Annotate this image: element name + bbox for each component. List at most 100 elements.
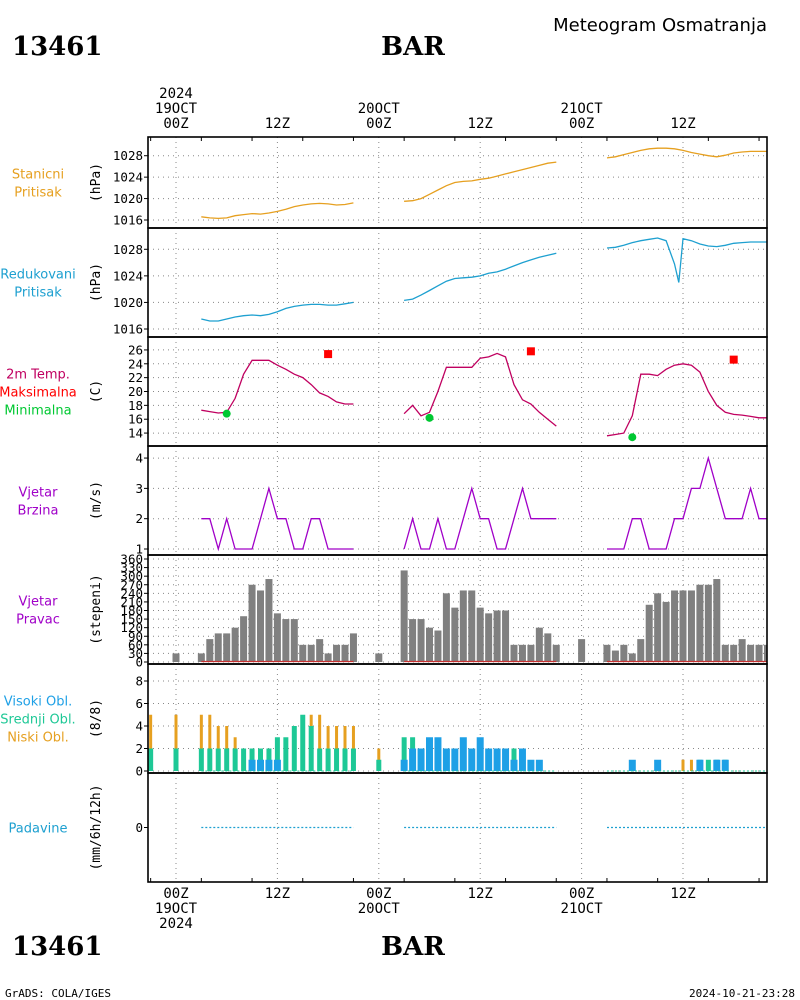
- panel-frame: [147, 336, 768, 447]
- bottom-axis-label-4-1: 21OCT: [561, 901, 604, 917]
- y-tick-label: 120: [120, 620, 143, 635]
- top-axis-label-5-0: 12Z: [670, 116, 695, 132]
- panel-label-line: Padavine: [9, 822, 68, 837]
- panel-frame: [147, 772, 768, 883]
- cloud-bar-srednji-obl-: [325, 748, 331, 771]
- wind-direction-bar: [755, 644, 763, 662]
- station-name-top: BAR: [381, 32, 445, 62]
- wind-direction-bar: [341, 644, 349, 662]
- y-tick-label: 16: [128, 412, 143, 427]
- cloud-bar-visoki-obl-: [273, 759, 281, 771]
- wind-direction-bar: [611, 650, 619, 662]
- temperature-line-segment: [201, 359, 354, 414]
- cloud-bar-srednji-obl-: [173, 748, 179, 771]
- wind-direction-bar: [349, 633, 357, 662]
- y-tick-label: 30: [128, 646, 143, 661]
- panel-label-line: Visoki Obl.: [4, 695, 72, 710]
- wind-direction-bar: [273, 613, 281, 662]
- cloud-bar-visoki-obl-: [257, 759, 264, 771]
- cloud-bar-srednji-obl-: [198, 748, 204, 771]
- y-tick-label: 1016: [113, 322, 143, 337]
- cloud-bar-srednji-obl-: [401, 737, 407, 771]
- cloud-bar-niski-obl-: [199, 714, 203, 771]
- wind-direction-bar: [240, 616, 248, 662]
- cloud-bar-niski-obl-: [149, 714, 153, 771]
- bottom-axis-label-5-0: 12Z: [670, 886, 695, 902]
- cloud-bar-visoki-obl-: [527, 759, 535, 771]
- bottom-axis-label-0-0: 00Z: [163, 886, 188, 902]
- wind-direction-bar: [375, 653, 383, 662]
- bottom-axis-label-2-0: 00Z: [366, 886, 391, 902]
- cloud-bar-visoki-obl-: [485, 748, 493, 771]
- wind-direction-bar: [671, 590, 679, 662]
- panel-label-line: Vjetar: [19, 595, 59, 610]
- y-tick-label: 240: [120, 586, 143, 601]
- cloud-bar-visoki-obl-: [476, 737, 484, 771]
- panel-cloud-cover: 0 2 4 6 8 (8/8) Visoki Obl. Srednji Obl. Niski O…: [0, 663, 768, 779]
- wind-direction-bar: [493, 610, 501, 662]
- bottom-axis-label-0-1: 19OCT: [155, 901, 198, 917]
- top-axis-label-0-0: 2024: [159, 86, 193, 102]
- chart-title: Meteogram Osmatranja: [553, 15, 767, 36]
- panel-label-line: Srednji Obl.: [0, 713, 75, 728]
- top-axis-label-3-0: 12Z: [468, 116, 493, 132]
- cloud-bar-visoki-obl-: [518, 748, 526, 771]
- cloud-bar-visoki-obl-: [409, 748, 417, 771]
- wind-direction-bar: [662, 601, 670, 662]
- station-id-top: 13461: [12, 32, 102, 62]
- panel-data: [201, 237, 767, 322]
- wind-direction-bar: [510, 644, 518, 662]
- y-tick-label: 2: [135, 511, 143, 526]
- reduced-pressure-line-segment: [201, 301, 354, 322]
- cloud-bar-visoki-obl-: [696, 759, 704, 771]
- cloud-bar-visoki-obl-: [459, 737, 467, 771]
- station-pressure-line-segment: [201, 202, 354, 220]
- wind-direction-bar: [442, 593, 450, 662]
- cloud-bar-srednji-obl-: [232, 748, 238, 771]
- y-tick-label: 150: [120, 612, 143, 627]
- panel-label-line: 2m Temp.: [6, 368, 70, 383]
- wind-direction-bar: [721, 644, 729, 662]
- wind-direction-bar: [316, 639, 324, 662]
- panel-data: [201, 347, 767, 442]
- panel-label-line: Niski Obl.: [7, 731, 69, 746]
- top-axis-label-4-0: 21OCT: [561, 101, 604, 117]
- tmax-marker: [729, 355, 738, 364]
- wind-direction-bar: [409, 619, 417, 662]
- axis-unit-label: (stepeni): [89, 574, 104, 644]
- y-tick-label: 1028: [113, 242, 143, 257]
- wind-direction-bar: [764, 644, 767, 662]
- meteogram-panels: 1016102010241028(hPa)StanicniPritisak101…: [0, 136, 768, 883]
- cloud-bar-srednji-obl-: [376, 759, 382, 771]
- cloud-bar-visoki-obl-: [510, 759, 518, 771]
- cloud-bar-srednji-obl-: [207, 748, 213, 771]
- station-pressure-line-segment: [404, 161, 557, 202]
- temperature-line-segment: [606, 363, 767, 437]
- wind-direction-bar: [578, 639, 586, 662]
- y-tick-label: 2: [135, 741, 143, 756]
- y-tick-label: 60: [128, 637, 143, 652]
- bottom-axis-label-3-0: 12Z: [468, 886, 493, 902]
- bottom-axis-label-0-2: 2024: [159, 916, 193, 932]
- panel-data: [201, 455, 767, 552]
- tmin-marker: [222, 409, 231, 418]
- wind-direction-bar: [679, 590, 687, 662]
- axis-unit-label: (8/8): [89, 699, 104, 738]
- y-tick-label: 300: [120, 569, 143, 584]
- panel-data: [148, 714, 767, 772]
- cloud-bar-visoki-obl-: [417, 748, 425, 771]
- cloud-bar-srednji-obl-: [308, 726, 314, 771]
- y-tick-label: 24: [128, 356, 143, 371]
- y-tick-label: 4: [135, 719, 143, 734]
- bottom-axis-label-4-0: 00Z: [569, 886, 594, 902]
- cloud-bar-visoki-obl-: [493, 748, 501, 771]
- time-ticks: [150, 137, 760, 882]
- wind-direction-bar: [417, 619, 425, 662]
- panel-frame: [147, 227, 768, 338]
- y-tick-label: 360: [120, 552, 143, 567]
- y-tick-label: 1024: [113, 268, 143, 283]
- panel-precipitation: 0 (mm/6h/12h) Padavine: [9, 772, 768, 883]
- y-tick-label: 1016: [113, 213, 143, 228]
- y-tick-label: 270: [120, 577, 143, 592]
- wind-direction-bar: [223, 633, 231, 662]
